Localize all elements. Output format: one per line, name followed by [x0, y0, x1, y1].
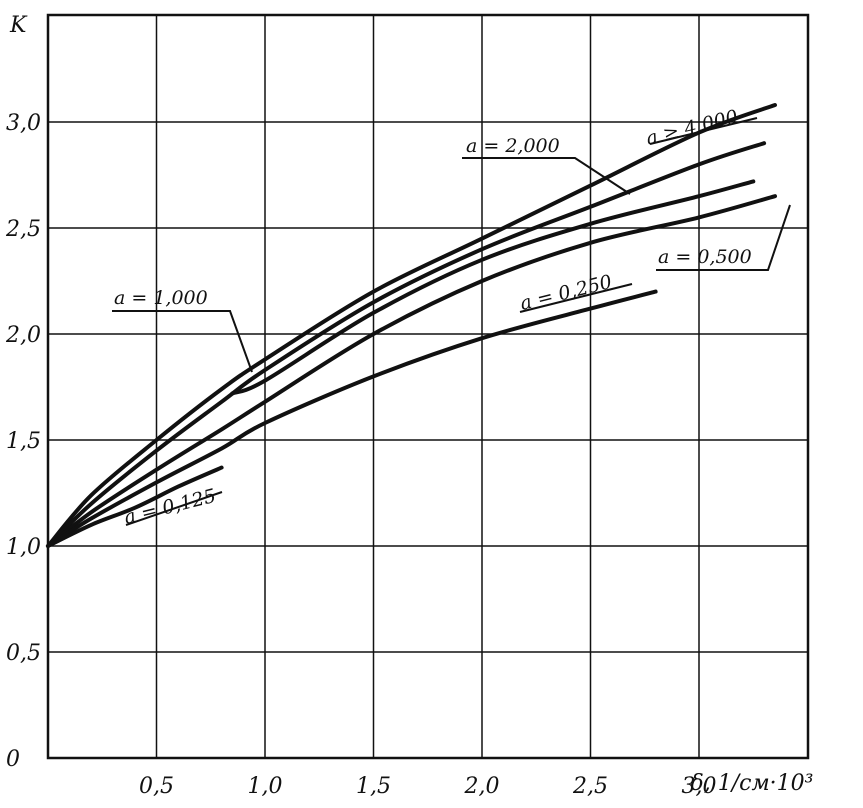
- series-line-1: [46, 141, 767, 548]
- x-tick-label: 1,5: [356, 774, 391, 799]
- grid: [48, 15, 808, 758]
- leader-a-4000: [649, 117, 758, 145]
- series-line-2: [230, 179, 756, 396]
- label-a-4000: a ≥ 4,000: [644, 106, 740, 150]
- series-line-5: [46, 465, 224, 548]
- x-tick-label: 2,0: [464, 774, 500, 799]
- x-tick-label: 2,5: [572, 774, 608, 799]
- y-tick-label: 0,5: [6, 641, 41, 666]
- leader-a-0125: [125, 491, 223, 526]
- series-group: [46, 103, 777, 548]
- leader-a-1000: [112, 310, 253, 373]
- leader-a-2000: [462, 157, 631, 195]
- y-tick-label: 3,0: [6, 111, 41, 136]
- x-axis-label: δ, 1/см·10³: [690, 771, 813, 796]
- label-a-2000: a = 2,000: [466, 135, 560, 157]
- series-line-4: [46, 289, 658, 548]
- plot-frame: [46, 13, 810, 760]
- label-a-1000: a = 1,000: [114, 287, 208, 309]
- series-line-0: [46, 103, 777, 548]
- label-leaders: [112, 117, 791, 526]
- y-tick-label: 2,5: [5, 217, 41, 242]
- leader-a-0500: [656, 204, 791, 271]
- y-tick-label: 1,5: [6, 429, 41, 454]
- label-a-0250: a = 0,250: [518, 271, 614, 315]
- tick-labels: 0,5 1,0 1,5 2,0 2,5 3,0 0 0,5 1,0 1,5 2,0 2,5 3,0: [5, 111, 717, 799]
- x-tick-label: 1,0: [248, 774, 283, 799]
- y-axis-label: K: [9, 13, 28, 38]
- series-line-3: [46, 194, 777, 548]
- y-tick-label: 1,0: [6, 535, 41, 560]
- y-tick-label: 2,0: [5, 323, 41, 348]
- x-tick-label: 0,5: [139, 774, 174, 799]
- leader-a-0250: [519, 283, 633, 313]
- label-a-0500: a = 0,500: [658, 246, 752, 268]
- x-tick-label: 3,0: [682, 774, 717, 799]
- y-tick-label: 0: [6, 747, 20, 772]
